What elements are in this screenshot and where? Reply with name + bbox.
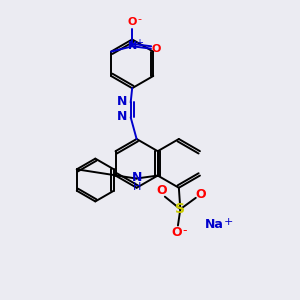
Text: Na: Na xyxy=(205,218,224,231)
Text: O: O xyxy=(171,226,182,238)
Text: O: O xyxy=(196,188,206,201)
Text: N: N xyxy=(128,41,137,51)
Text: O: O xyxy=(156,184,166,197)
Text: -: - xyxy=(137,14,141,25)
Text: +: + xyxy=(224,217,233,226)
Text: S: S xyxy=(175,202,185,216)
Text: -: - xyxy=(182,224,187,237)
Text: H: H xyxy=(133,182,141,192)
Text: O: O xyxy=(152,44,161,54)
Text: +: + xyxy=(135,38,143,48)
Text: N: N xyxy=(117,95,128,108)
Text: O: O xyxy=(128,17,137,28)
Text: N: N xyxy=(132,171,142,184)
Text: N: N xyxy=(117,110,128,123)
